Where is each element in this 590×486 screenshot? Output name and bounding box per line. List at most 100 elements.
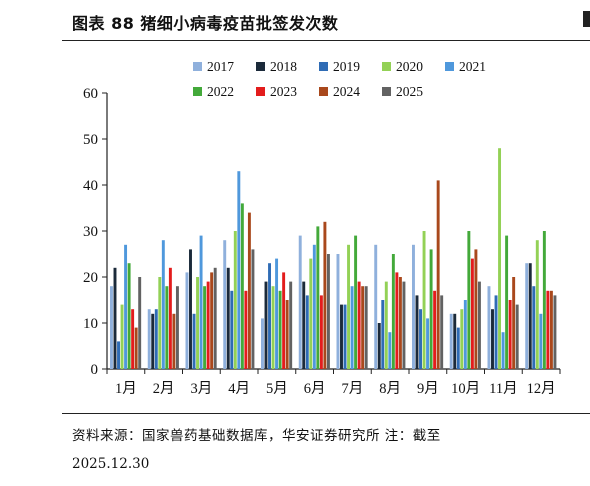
bar-2021 (388, 332, 392, 369)
bar-2024 (247, 212, 251, 369)
bar-2025 (326, 254, 330, 369)
bar-2025 (440, 295, 444, 369)
bar-2020 (309, 258, 313, 369)
bar-2025 (175, 286, 179, 369)
source-date: 2025.12.30 (72, 456, 150, 472)
legend-swatch (382, 62, 391, 71)
bar-2025 (213, 267, 217, 369)
legend-swatch (382, 87, 391, 96)
x-tick-label: 5月 (266, 381, 288, 397)
bar-2022 (429, 249, 433, 369)
bar-2023 (282, 272, 286, 369)
legend-swatch (256, 62, 265, 71)
bar-2022 (240, 203, 244, 369)
y-tick-label: 0 (91, 362, 99, 378)
bar-2024 (210, 272, 214, 369)
legend-label: 2017 (207, 59, 234, 74)
bar-2018 (302, 281, 306, 369)
x-tick-label: 11月 (489, 381, 517, 397)
bar-2017 (525, 263, 529, 369)
bar-2023 (319, 295, 323, 369)
bar-2023 (470, 258, 474, 369)
bar-2025 (515, 304, 519, 369)
bar-2017 (449, 313, 453, 369)
bar-2020 (384, 281, 388, 369)
legend-swatch (193, 87, 202, 96)
bar-2019 (268, 263, 271, 369)
bar-2019 (117, 341, 120, 369)
bar-2017 (185, 272, 189, 369)
bar-2023 (395, 272, 399, 369)
bar-2023 (433, 290, 437, 369)
x-tick-label: 12月 (527, 381, 556, 397)
bar-2025 (553, 295, 557, 369)
bar-2024 (361, 286, 365, 369)
title-divider (62, 40, 590, 41)
bar-2019 (494, 295, 498, 369)
bar-2023 (357, 281, 361, 369)
chart-legend: 2017 2018 2019 2020 2021 2022 2023 2024 2025 (193, 59, 486, 99)
bar-2024 (474, 249, 478, 369)
bar-2021 (539, 313, 543, 369)
x-tick-label: 2月 (153, 381, 175, 397)
adjacent-figure-edge (583, 11, 590, 27)
bar-2020 (158, 277, 162, 369)
bar-2021 (463, 300, 467, 369)
legend-label: 2021 (459, 59, 486, 74)
bar-2020 (271, 286, 275, 369)
bar-2018 (151, 313, 155, 369)
bar-2021 (312, 244, 316, 369)
bar-2018 (377, 323, 381, 369)
y-tick-label: 10 (83, 316, 98, 332)
legend-label: 2022 (207, 84, 234, 99)
bar-2018 (528, 263, 532, 369)
bar-2022 (467, 231, 471, 369)
bar-2017 (487, 286, 491, 369)
bar-2017 (147, 309, 151, 369)
bar-2019 (532, 286, 536, 369)
legend-label: 2019 (333, 59, 360, 74)
bar-2020 (422, 231, 426, 369)
bar-2019 (192, 313, 196, 369)
bar-2023 (131, 309, 135, 369)
bar-2024 (436, 180, 440, 369)
bar-2017 (110, 286, 113, 369)
bar-2017 (261, 318, 264, 369)
bar-2024 (134, 327, 138, 369)
x-tick-label: 3月 (191, 381, 213, 397)
bar-2018 (415, 295, 419, 369)
bar-2023 (206, 281, 210, 369)
bar-2024 (549, 290, 553, 369)
chart-title: 图表 88 猪细小病毒疫苗批签发次数 (72, 14, 339, 33)
bar-series (110, 148, 557, 369)
bar-2021 (501, 332, 505, 369)
bar-2022 (505, 235, 509, 369)
y-tick-label: 50 (83, 132, 98, 148)
bar-2022 (127, 263, 131, 369)
bar-2022 (203, 286, 207, 369)
x-axis: 1月 2月 3月 4月 5月 6月 7月 8月 9月 10月 11月 12月 (106, 368, 561, 397)
legend-label: 2023 (270, 84, 297, 99)
bar-2020 (233, 231, 237, 369)
bar-2023 (546, 290, 550, 369)
bar-2019 (230, 290, 234, 369)
bar-2023 (244, 290, 248, 369)
bar-2017 (336, 254, 340, 369)
bar-2017 (223, 240, 227, 369)
bar-2020 (196, 277, 200, 369)
bar-2019 (381, 300, 385, 369)
bar-2021 (275, 258, 279, 369)
bar-2021 (350, 286, 354, 369)
bar-2019 (456, 327, 460, 369)
bar-2019 (343, 304, 347, 369)
bar-2022 (278, 290, 282, 369)
x-tick-label: 7月 (342, 381, 364, 397)
bar-2018 (453, 313, 457, 369)
bar-2024 (172, 313, 176, 369)
y-tick-label: 60 (83, 86, 98, 102)
bar-2019 (154, 309, 158, 369)
x-tick-label: 8月 (379, 381, 401, 397)
bar-2018 (189, 249, 192, 369)
legend-label: 2024 (333, 84, 360, 99)
